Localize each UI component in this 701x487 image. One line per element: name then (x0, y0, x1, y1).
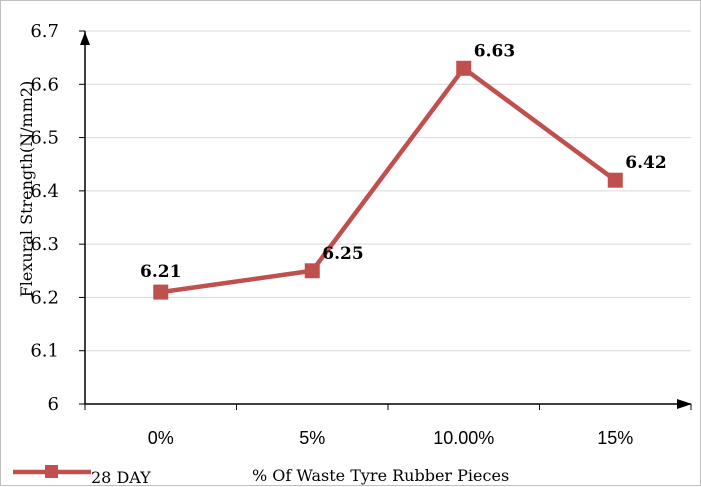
x-tick-label: 10.00% (433, 428, 494, 448)
data-labels: 6.21 6.25 6.63 6.42 (140, 41, 667, 282)
y-tick-label: 6.5 (30, 128, 59, 149)
x-tick-label: 15% (597, 428, 633, 448)
y-axis-title: Flexural Strength(N/mm2) (17, 81, 36, 298)
y-tick-label: 6.3 (30, 234, 59, 255)
y-tick-label: 6.1 (30, 341, 59, 362)
data-point-marker (304, 263, 320, 279)
x-axis-arrow (677, 399, 692, 409)
y-tick-label: 6.4 (30, 181, 59, 202)
y-tick-label: 6.7 (30, 21, 59, 42)
data-label: 6.21 (140, 262, 181, 282)
x-axis-title: % Of Waste Tyre Rubber Pieces (252, 466, 509, 485)
y-axis-ticks: 6 6.1 6.2 6.3 6.4 6.5 6.6 6.7 (30, 21, 85, 415)
data-point-marker (607, 172, 623, 188)
series-28-day (153, 60, 623, 300)
y-axis-arrow (80, 32, 90, 45)
y-tick-label: 6.2 (30, 287, 59, 308)
data-label: 6.25 (322, 244, 363, 264)
data-label: 6.42 (625, 153, 666, 173)
x-tick-label: 0% (148, 428, 174, 448)
data-label: 6.63 (474, 41, 515, 61)
legend-marker-swatch (45, 465, 58, 478)
series-line (160, 66, 617, 295)
legend: 28 DAY (13, 465, 151, 487)
axes (80, 31, 692, 409)
x-axis-ticks: 0% 5% 10.00% 15% (84, 404, 692, 448)
y-tick-label: 6 (48, 394, 59, 415)
x-tick-label: 5% (299, 428, 325, 448)
gridlines (85, 30, 691, 352)
data-point-marker (456, 60, 472, 76)
legend-label: 28 DAY (91, 468, 151, 487)
data-point-marker (153, 284, 169, 300)
y-tick-label: 6.6 (30, 74, 59, 95)
